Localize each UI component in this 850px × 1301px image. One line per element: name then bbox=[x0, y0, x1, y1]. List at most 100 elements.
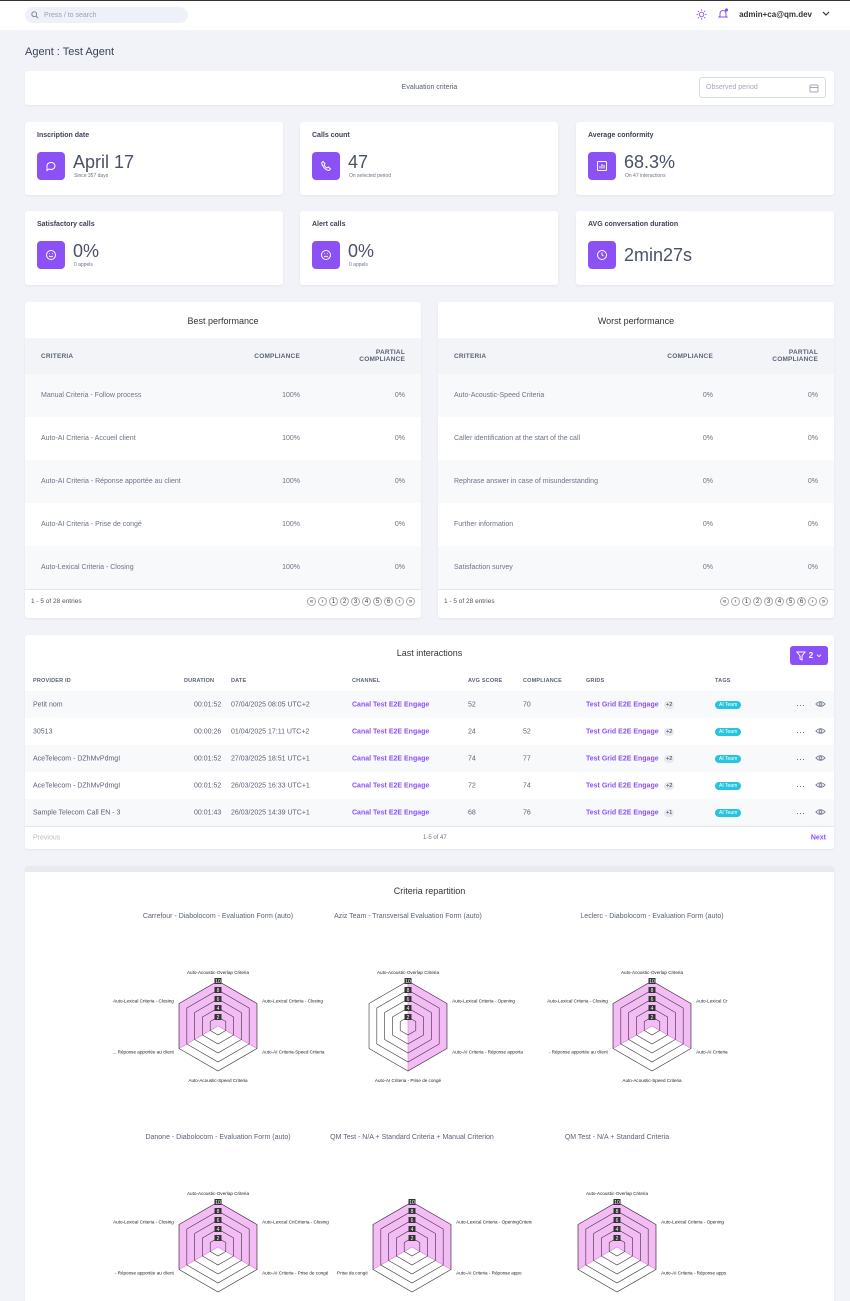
page-button[interactable]: 4 bbox=[775, 597, 784, 606]
page-button[interactable]: 1 bbox=[329, 597, 338, 606]
user-email[interactable]: admin+ca@qm.dev bbox=[739, 9, 812, 19]
chan-cell[interactable]: Canal Test E2E Engage bbox=[352, 755, 430, 762]
radar-tick-label: 6 bbox=[217, 1218, 220, 1224]
page-button[interactable]: 2 bbox=[340, 597, 349, 606]
radar-tick-label: 10 bbox=[409, 1200, 415, 1206]
grid-cell[interactable]: Test Grid E2E Engage bbox=[586, 701, 659, 708]
radar-grid-ring bbox=[376, 989, 440, 1063]
grid-more-badge[interactable]: +1 bbox=[664, 808, 675, 817]
grid-more-badge[interactable]: +2 bbox=[664, 754, 675, 763]
table-row[interactable]: AceTelecom - DZhMvPdmgI 00:01:52 27/03/202… bbox=[25, 745, 834, 772]
table-header: CRITERIA COMPLIANCE PARTIAL COMPLIANCE bbox=[438, 338, 834, 374]
radar-tick-label: 6 bbox=[217, 997, 220, 1003]
comp-cell: 76 bbox=[523, 809, 531, 816]
dur-cell: 00:01:52 bbox=[194, 782, 222, 789]
next-button[interactable]: Next bbox=[810, 834, 826, 841]
eye-icon[interactable] bbox=[815, 808, 826, 818]
page-button[interactable]: 1 bbox=[742, 597, 751, 606]
radar-grid-ring bbox=[585, 1210, 649, 1284]
page-button[interactable]: › bbox=[808, 597, 817, 606]
radar-grid-ring bbox=[392, 1007, 424, 1045]
column-header[interactable]: TAGS bbox=[715, 678, 731, 684]
chan-cell[interactable]: Canal Test E2E Engage bbox=[352, 701, 430, 708]
criteria-repartition-title: Criteria repartition bbox=[393, 886, 466, 896]
compliance-cell: 100% bbox=[282, 478, 300, 485]
table-row[interactable]: AceTelecom - DZhMvPdmgI 00:01:52 26/03/202… bbox=[25, 772, 834, 799]
radar-tick-bg bbox=[214, 1235, 222, 1241]
id-cell: 30513 bbox=[33, 728, 53, 735]
grid-cell[interactable]: Test Grid E2E Engage bbox=[586, 782, 659, 789]
page-button[interactable]: 6 bbox=[797, 597, 806, 606]
table-row[interactable]: Petit nom 00:01:52 07/04/2025 08:05 UTC+2 C… bbox=[25, 691, 834, 718]
avg-cell: 72 bbox=[468, 782, 476, 789]
page-button[interactable]: « bbox=[307, 597, 316, 606]
search-input[interactable]: Press / to search bbox=[25, 7, 188, 23]
chan-cell[interactable]: Canal Test E2E Engage bbox=[352, 809, 430, 816]
entries-count: 1 - 5 of 28 entries bbox=[31, 598, 82, 605]
radar-grid-ring bbox=[601, 1228, 633, 1266]
grid-more-badge[interactable]: +2 bbox=[664, 727, 675, 736]
observed-period-placeholder: Observed period bbox=[706, 84, 758, 91]
chevron-down-icon[interactable] bbox=[822, 11, 830, 17]
eye-icon[interactable] bbox=[815, 754, 826, 764]
eye-icon[interactable] bbox=[815, 781, 826, 791]
chan-cell[interactable]: Canal Test E2E Engage bbox=[352, 728, 430, 735]
stat-card: Alert calls 0% 0 appels bbox=[300, 211, 558, 285]
page-button[interactable]: » bbox=[819, 597, 828, 606]
grid-cell[interactable]: Test Grid E2E Engage bbox=[586, 809, 659, 816]
grid-more-badge[interactable]: +2 bbox=[664, 781, 675, 790]
id-cell: AceTelecom - DZhMvPdmgI bbox=[33, 755, 121, 762]
more-options-icon[interactable]: ··· bbox=[796, 699, 805, 710]
grid-cell[interactable]: Test Grid E2E Engage bbox=[586, 755, 659, 762]
page-button[interactable]: » bbox=[406, 597, 415, 606]
observed-period-input[interactable]: Observed period bbox=[699, 77, 826, 98]
filter-button[interactable]: 2 bbox=[790, 646, 828, 665]
radar-axis-label: - Réponse apportée au client bbox=[115, 1271, 175, 1276]
grid-cell[interactable]: Test Grid E2E Engage bbox=[586, 728, 659, 735]
more-options-icon[interactable]: ··· bbox=[796, 726, 805, 737]
radar-axis-label: Auto-AI Criteria - Réponse appo bbox=[456, 1271, 522, 1276]
page-button[interactable]: 4 bbox=[362, 597, 371, 606]
criteria-cell: Auto-AI Criteria - Accueil client bbox=[41, 435, 136, 442]
sun-icon[interactable] bbox=[696, 8, 707, 20]
radar-grid-ring bbox=[403, 1237, 421, 1257]
page-button[interactable]: 2 bbox=[753, 597, 762, 606]
tag-badge: AI Team bbox=[715, 781, 742, 790]
radar-grid-ring bbox=[202, 1228, 234, 1266]
radar-chart: 10 8 6 4 2 Auto-Acoustic-Overlap Criteria Auto… bbox=[368, 970, 523, 1083]
column-header[interactable]: GRIDS bbox=[586, 678, 605, 684]
eye-icon[interactable] bbox=[815, 700, 826, 710]
criteria-repartition-card: Criteria repartition Carrefour - Diabolo… bbox=[25, 866, 834, 1301]
page-button[interactable]: 3 bbox=[351, 597, 360, 606]
page-button[interactable]: 5 bbox=[373, 597, 382, 606]
more-options-icon[interactable]: ··· bbox=[796, 753, 805, 764]
column-header[interactable]: COMPLIANCE bbox=[523, 678, 562, 684]
page-button[interactable]: 5 bbox=[786, 597, 795, 606]
more-options-icon[interactable]: ··· bbox=[796, 780, 805, 791]
radar-tick-bg bbox=[613, 1226, 621, 1232]
more-options-icon[interactable]: ··· bbox=[796, 807, 805, 818]
radar-tick-label: 2 bbox=[407, 1015, 410, 1021]
page-button[interactable]: › bbox=[395, 597, 404, 606]
table-row[interactable]: Sample Telecom Call EN - 3 00:01:43 26/03/… bbox=[25, 799, 834, 826]
column-header[interactable]: CHANNEL bbox=[352, 678, 381, 684]
column-header[interactable]: DATE bbox=[231, 678, 247, 684]
column-header[interactable]: DURATION bbox=[184, 678, 215, 684]
column-header[interactable]: AVG SCORE bbox=[468, 678, 503, 684]
page-button[interactable]: « bbox=[720, 597, 729, 606]
chevron-down-icon bbox=[816, 653, 822, 657]
table-row[interactable]: 30513 00:00:26 01/04/2025 17:11 UTC+2 Canal… bbox=[25, 718, 834, 745]
eye-icon[interactable] bbox=[815, 727, 826, 737]
page-button[interactable]: ‹ bbox=[318, 597, 327, 606]
bell-icon[interactable] bbox=[717, 8, 729, 20]
radar-grid-ring bbox=[608, 1237, 626, 1257]
page-button[interactable]: ‹ bbox=[731, 597, 740, 606]
radar-grid-ring bbox=[384, 998, 432, 1054]
chan-cell[interactable]: Canal Test E2E Engage bbox=[352, 782, 430, 789]
page-button[interactable]: 3 bbox=[764, 597, 773, 606]
page-button[interactable]: 6 bbox=[384, 597, 393, 606]
grid-more-badge[interactable]: +2 bbox=[664, 700, 675, 709]
column-header[interactable]: PROVIDER ID bbox=[33, 678, 71, 684]
radar-grid-ring bbox=[643, 1016, 661, 1036]
previous-button[interactable]: Previous bbox=[33, 834, 61, 841]
